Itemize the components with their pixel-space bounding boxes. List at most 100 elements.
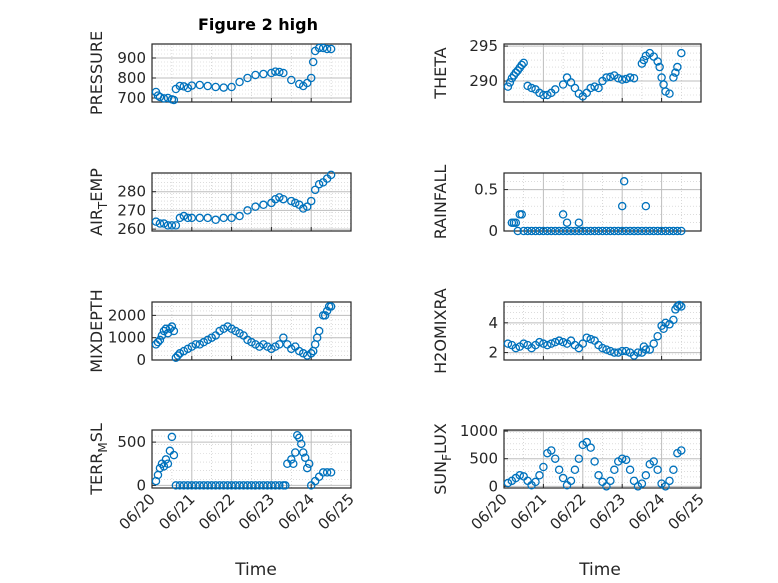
data-point [171, 221, 181, 230]
y-axis-label: PRESSURE [87, 31, 106, 115]
data-point [531, 477, 540, 487]
data-point [159, 219, 169, 228]
data-point [574, 226, 584, 236]
y-axis-label-base: AIR [87, 209, 106, 236]
data-point [515, 471, 525, 480]
data-point [326, 302, 336, 311]
data-point [175, 81, 185, 91]
data-point [219, 83, 228, 92]
data-point [223, 481, 232, 490]
y-tick-label: 270 [117, 201, 146, 219]
data-point [263, 481, 272, 490]
data-point [639, 55, 649, 65]
data-point [235, 77, 244, 87]
data-point [267, 481, 276, 490]
x-axis-label-left: Time [234, 560, 277, 580]
data-point [517, 60, 526, 70]
grid [151, 44, 352, 103]
grid [503, 44, 702, 103]
data-point [637, 226, 647, 236]
data-point [511, 343, 521, 353]
data-point [247, 481, 256, 490]
data-point [659, 324, 668, 334]
axes-box [503, 301, 702, 361]
data-point [649, 457, 658, 466]
data-point [547, 446, 556, 455]
data-point [531, 226, 540, 236]
data-point [621, 455, 631, 465]
data-point [306, 349, 316, 358]
data-point [191, 340, 201, 349]
data-point [161, 455, 171, 464]
data-point [633, 226, 643, 236]
data-point [669, 465, 678, 475]
data-point [677, 446, 686, 455]
data-point [165, 446, 175, 456]
data-point [543, 226, 552, 236]
data-point [207, 481, 216, 490]
y-axis-label-rest: LUX [431, 423, 450, 454]
data-point [578, 226, 588, 236]
data-point [550, 85, 560, 94]
data-point [183, 481, 193, 490]
data-point [243, 481, 252, 490]
data-point [554, 336, 564, 345]
y-tick-label: 1000 [460, 422, 498, 440]
data-point [251, 70, 260, 80]
data-point [649, 226, 658, 236]
axes-box [151, 429, 352, 489]
subplot-1: 700 800 900 PRESSURE [87, 31, 352, 115]
data-point [582, 333, 591, 342]
data-point [617, 75, 627, 84]
data-point [665, 226, 674, 236]
data-point [621, 74, 631, 84]
data-point [163, 459, 173, 469]
data-point [550, 226, 560, 236]
data-point [562, 226, 572, 236]
data-point [602, 73, 611, 82]
x-tick-label: 06/24 [275, 490, 318, 533]
data-point [227, 82, 236, 92]
data-point [259, 200, 268, 210]
data-point [308, 57, 318, 67]
y-tick-label: 280 [117, 183, 146, 201]
data-point [621, 226, 631, 236]
data-point [171, 481, 181, 490]
data-point [582, 437, 591, 447]
data-point [215, 481, 224, 490]
data-point [523, 226, 532, 236]
data-point [155, 463, 165, 473]
data-point [675, 300, 684, 310]
data-point [606, 346, 615, 356]
subplot-2: 290 295 THETA [431, 37, 702, 103]
data-point [598, 343, 607, 353]
data-point [558, 80, 568, 89]
data-point [539, 462, 548, 472]
data-point [558, 473, 568, 483]
data-point [199, 481, 208, 490]
data-point [665, 476, 674, 486]
data-point [296, 439, 306, 449]
data-point [306, 73, 316, 83]
data-point [287, 455, 296, 464]
data-point [275, 193, 284, 202]
data-point [259, 481, 268, 490]
y-tick-label: 500 [469, 450, 498, 468]
data-point [511, 218, 521, 227]
data-point [519, 339, 528, 348]
data-point [633, 348, 643, 357]
data-point [211, 481, 220, 490]
data-point [322, 468, 332, 477]
data-point [653, 57, 662, 66]
data-point [558, 210, 568, 219]
data-point [169, 95, 179, 105]
data-point [243, 206, 252, 215]
y-axis-label: THETA [431, 47, 450, 99]
data-point [275, 67, 284, 77]
x-tick-label: 06/20 [116, 490, 159, 533]
data-point [641, 471, 651, 480]
data-point [586, 226, 595, 236]
data-point [661, 318, 670, 328]
